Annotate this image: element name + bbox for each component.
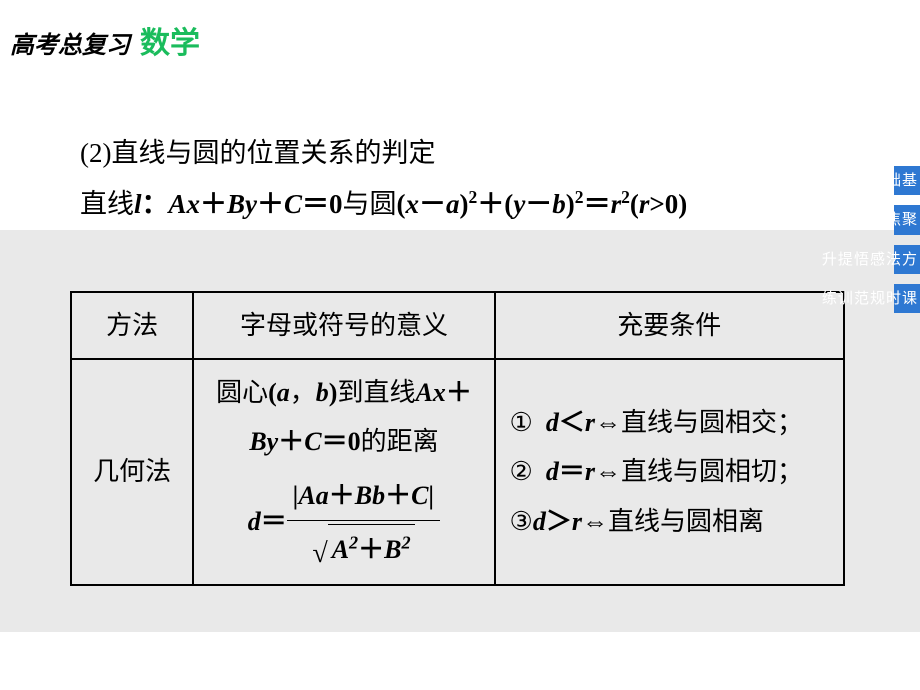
th-condition: 充要条件 bbox=[495, 292, 844, 359]
cell-conditions: ① d＜r⇔直线与圆相交； ② d＝r⇔直线与圆相切； ③d＞r⇔直线与圆相离 bbox=[495, 359, 844, 585]
table-row: 几何法 圆心(a，b)到直线Ax＋ By＋C＝0的距离 d＝|Aa＋Bb＋C|√… bbox=[71, 359, 844, 585]
th-meaning: 字母或符号的意义 bbox=[193, 292, 494, 359]
nav-focus[interactable]: 聚焦考向透析 bbox=[894, 205, 920, 234]
main-content: (2)直线与圆的位置关系的判定 直线l：Ax＋By＋C＝0与圆(x－a)2＋(y… bbox=[0, 68, 920, 606]
cell-meaning: 圆心(a，b)到直线Ax＋ By＋C＝0的距离 d＝|Aa＋Bb＋C|√A2＋B… bbox=[193, 359, 494, 585]
page-header: 高考总复习 数学 bbox=[0, 0, 920, 68]
th-method: 方法 bbox=[71, 292, 193, 359]
eq-prefix: 直线 bbox=[80, 189, 134, 219]
heading-line-1: (2)直线与圆的位置关系的判定 bbox=[80, 128, 850, 179]
header-subject: 数学 bbox=[140, 18, 200, 62]
table-header-row: 方法 字母或符号的意义 充要条件 bbox=[71, 292, 844, 359]
side-nav: 基础知识梳理 聚焦考向透析 方法感悟提升 课时规范训练 bbox=[894, 166, 920, 313]
cell-method: 几何法 bbox=[71, 359, 193, 585]
methods-table: 方法 字母或符号的意义 充要条件 几何法 圆心(a，b)到直线Ax＋ By＋C＝… bbox=[70, 291, 845, 587]
eq-middle: 与圆 bbox=[343, 189, 397, 219]
nav-practice[interactable]: 课时规范训练 bbox=[894, 284, 920, 313]
nav-methods[interactable]: 方法感悟提升 bbox=[894, 245, 920, 274]
nav-basics[interactable]: 基础知识梳理 bbox=[894, 166, 920, 195]
heading-prefix: (2) bbox=[80, 138, 111, 168]
heading-text: 直线与圆的位置关系的判定 bbox=[111, 138, 435, 168]
header-series: 高考总复习 bbox=[10, 25, 130, 60]
equation-line: 直线l：Ax＋By＋C＝0与圆(x－a)2＋(y－b)2＝r2(r>0) bbox=[80, 179, 850, 230]
